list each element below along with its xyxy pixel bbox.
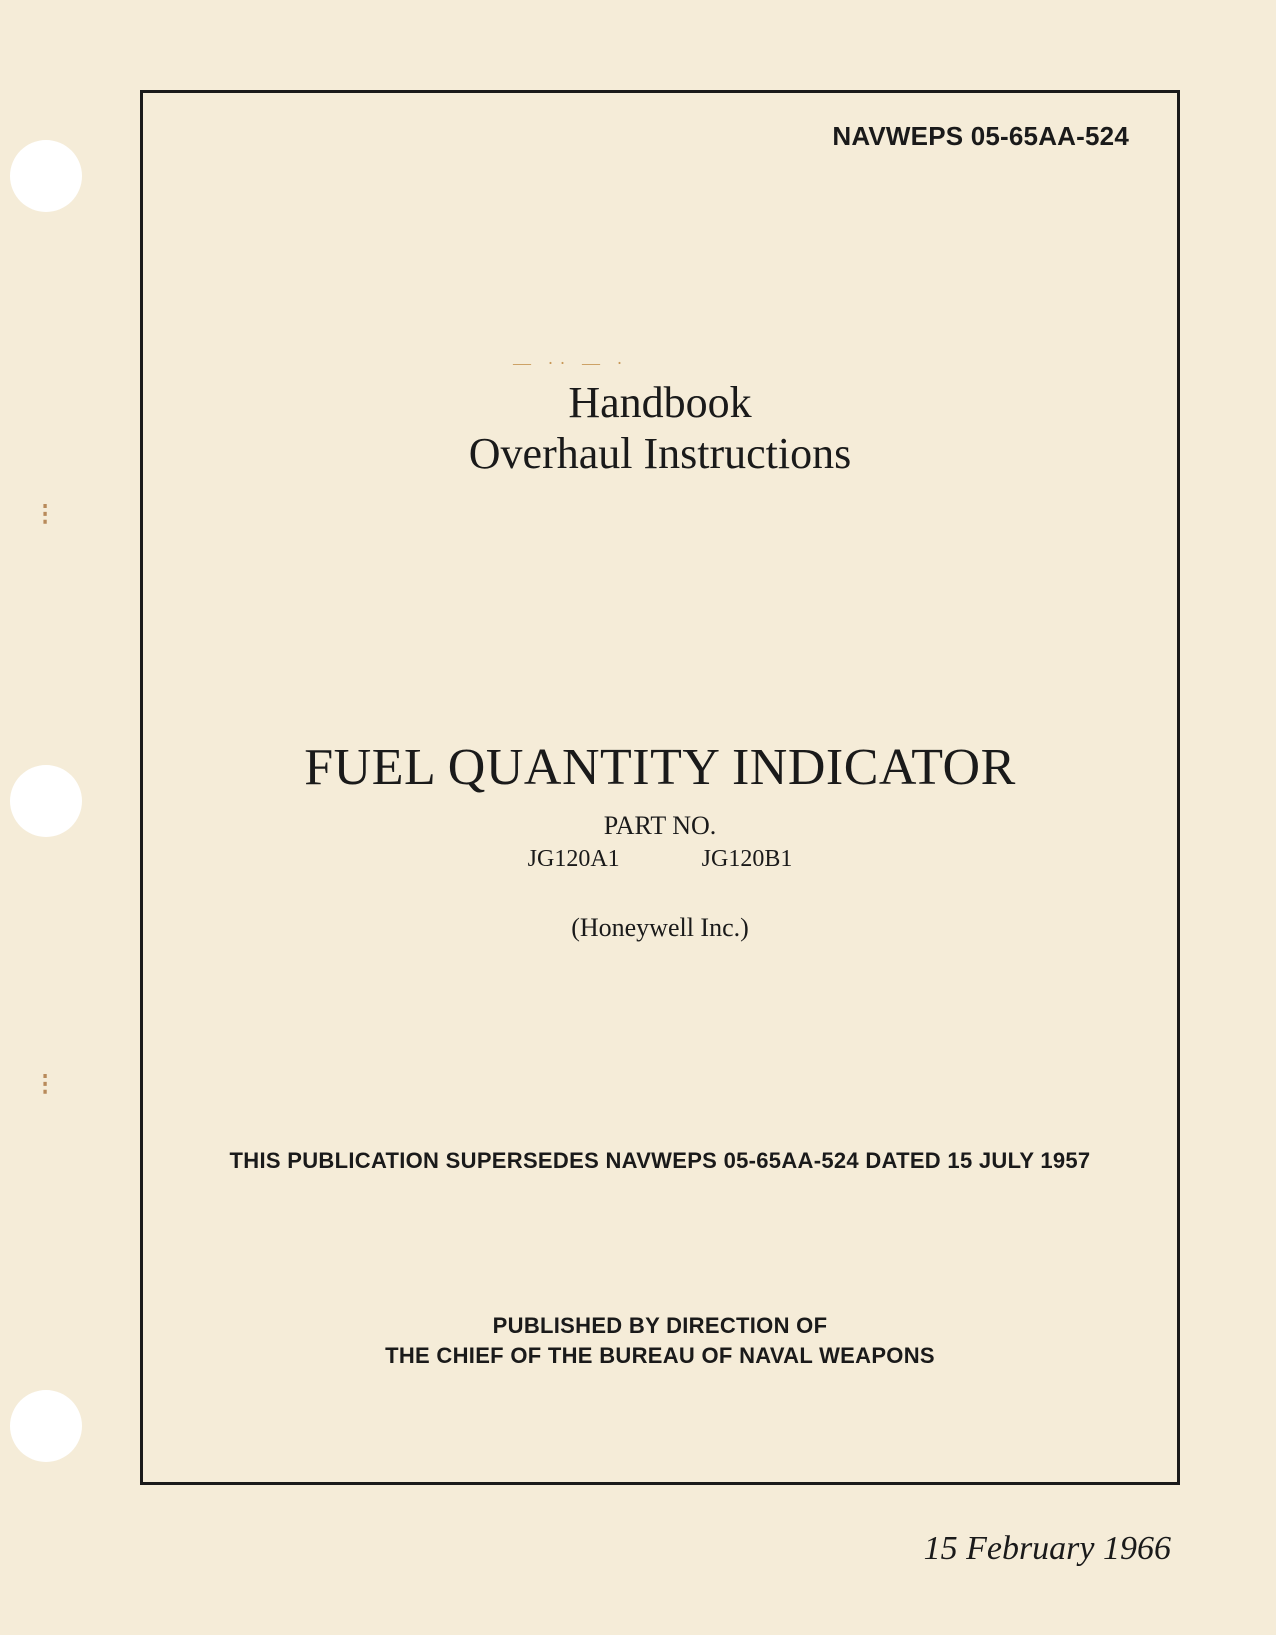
manufacturer: (Honeywell Inc.): [143, 913, 1177, 943]
main-title: FUEL QUANTITY INDICATOR: [143, 738, 1177, 797]
paper-stain: ⁝: [40, 495, 50, 533]
publisher-line1: PUBLISHED BY DIRECTION OF: [143, 1311, 1177, 1341]
part-number-1: JG120A1: [528, 846, 620, 873]
document-frame: NAVWEPS 05-65AA-524 — ·· — · Handbook Ov…: [140, 90, 1180, 1485]
handbook-line1: Handbook: [143, 378, 1177, 429]
paper-stain: ⁝: [40, 1065, 50, 1103]
part-no-label: PART NO.: [143, 811, 1177, 841]
handbook-title-block: Handbook Overhaul Instructions: [143, 378, 1177, 479]
paper-smudge: — ·· — ·: [513, 353, 753, 367]
publisher-block: PUBLISHED BY DIRECTION OF THE CHIEF OF T…: [143, 1311, 1177, 1370]
publisher-line2: THE CHIEF OF THE BUREAU OF NAVAL WEAPONS: [143, 1341, 1177, 1371]
part-numbers: JG120A1 JG120B1: [143, 846, 1177, 873]
punch-hole: [10, 140, 82, 212]
part-number-2: JG120B1: [702, 846, 793, 873]
punch-hole: [10, 765, 82, 837]
handbook-line2: Overhaul Instructions: [143, 429, 1177, 480]
supersede-notice: THIS PUBLICATION SUPERSEDES NAVWEPS 05-6…: [143, 1148, 1177, 1174]
punch-hole: [10, 1390, 82, 1462]
publication-date: 15 February 1966: [924, 1530, 1171, 1568]
document-id: NAVWEPS 05-65AA-524: [832, 121, 1129, 152]
